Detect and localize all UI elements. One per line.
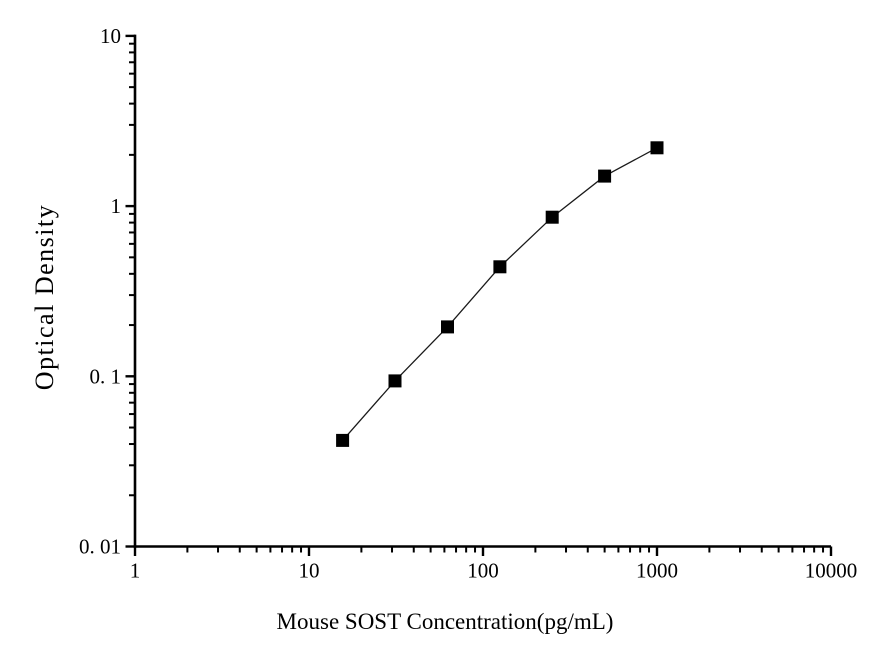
y-tick-label: 0. 01: [79, 535, 121, 559]
x-tick-label: 10: [299, 559, 320, 583]
y-tick-label: 10: [100, 24, 121, 48]
axes-layer: 1 10 100 1000 10000 10 1 0. 1 0. 01: [79, 24, 857, 583]
data-point-marker: [388, 374, 402, 388]
series-layer: [336, 141, 664, 447]
data-point-marker: [598, 169, 612, 183]
y-tick-label: 1: [111, 194, 122, 218]
data-point-marker: [336, 433, 350, 447]
y-tick-label: 0. 1: [90, 364, 122, 388]
data-point-marker: [441, 320, 454, 334]
x-axis-title: Mouse SOST Concentration(pg/mL): [277, 609, 614, 634]
x-tick-label: 100: [467, 559, 499, 583]
data-point-marker: [493, 260, 507, 274]
y-axis-title: Optical Density: [30, 204, 59, 390]
curve-line: [342, 147, 658, 441]
x-tick-label: 1000: [636, 559, 678, 583]
data-point-marker: [650, 141, 664, 155]
x-tick-label: 1: [130, 559, 141, 583]
x-tick-label: 10000: [805, 559, 858, 583]
data-point-marker: [545, 210, 559, 224]
